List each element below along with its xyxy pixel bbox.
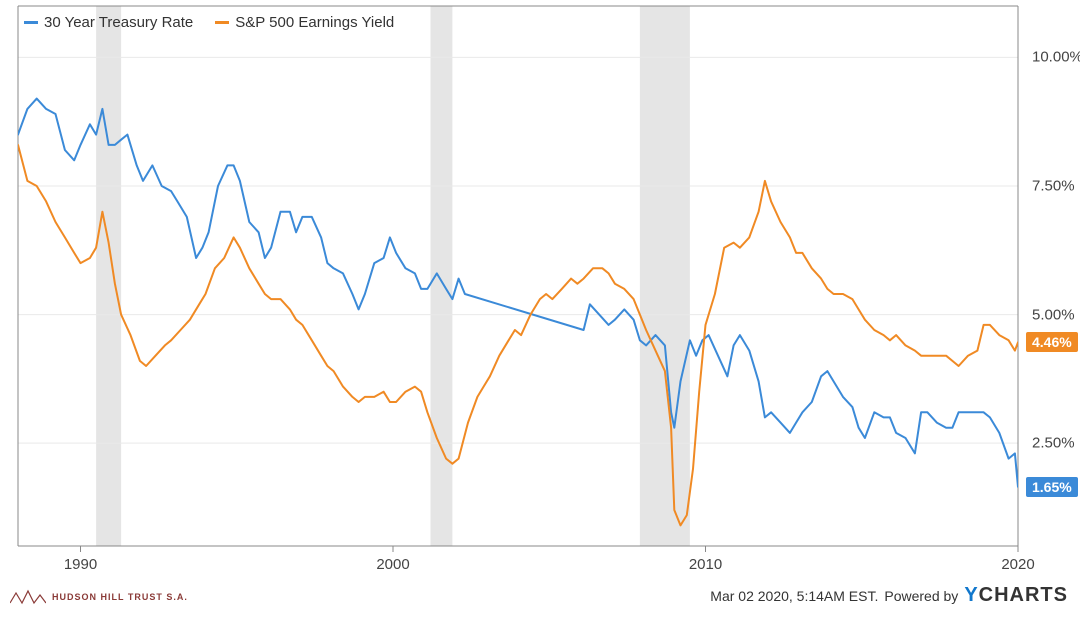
legend-item: S&P 500 Earnings Yield	[215, 14, 394, 31]
powered-by-label: Powered by	[884, 588, 958, 604]
y-axis-label: 2.50%	[1032, 435, 1075, 452]
attribution-left: HUDSON HILL TRUST S.A.	[10, 589, 188, 605]
attribution-left-label: HUDSON HILL TRUST S.A.	[52, 592, 188, 602]
attribution-right: Mar 02 2020, 5:14AM EST. Powered by YCHA…	[710, 584, 1068, 607]
chart-svg	[0, 0, 1080, 617]
x-axis-label: 1990	[64, 556, 97, 573]
legend-label: 30 Year Treasury Rate	[44, 14, 193, 31]
series-end-label: 1.65%	[1026, 477, 1078, 497]
x-axis-label: 2020	[1001, 556, 1034, 573]
legend-label: S&P 500 Earnings Yield	[235, 14, 394, 31]
ycharts-logo-y: Y	[964, 584, 978, 606]
x-axis-label: 2010	[689, 556, 722, 573]
ycharts-logo-text: CHARTS	[979, 584, 1068, 606]
y-axis-label: 5.00%	[1032, 306, 1075, 323]
x-axis-label: 2000	[376, 556, 409, 573]
legend-swatch	[24, 21, 38, 24]
legend: 30 Year Treasury Rate S&P 500 Earnings Yi…	[24, 14, 394, 31]
legend-item: 30 Year Treasury Rate	[24, 14, 193, 31]
y-axis-label: 10.00%	[1032, 49, 1080, 66]
y-axis-label: 7.50%	[1032, 178, 1075, 195]
attribution-timestamp: Mar 02 2020, 5:14AM EST.	[710, 588, 878, 604]
legend-swatch	[215, 21, 229, 24]
ycharts-logo: YCHARTS	[964, 584, 1068, 607]
series-end-label: 4.46%	[1026, 332, 1078, 352]
hudson-hill-logo-icon	[10, 589, 46, 605]
